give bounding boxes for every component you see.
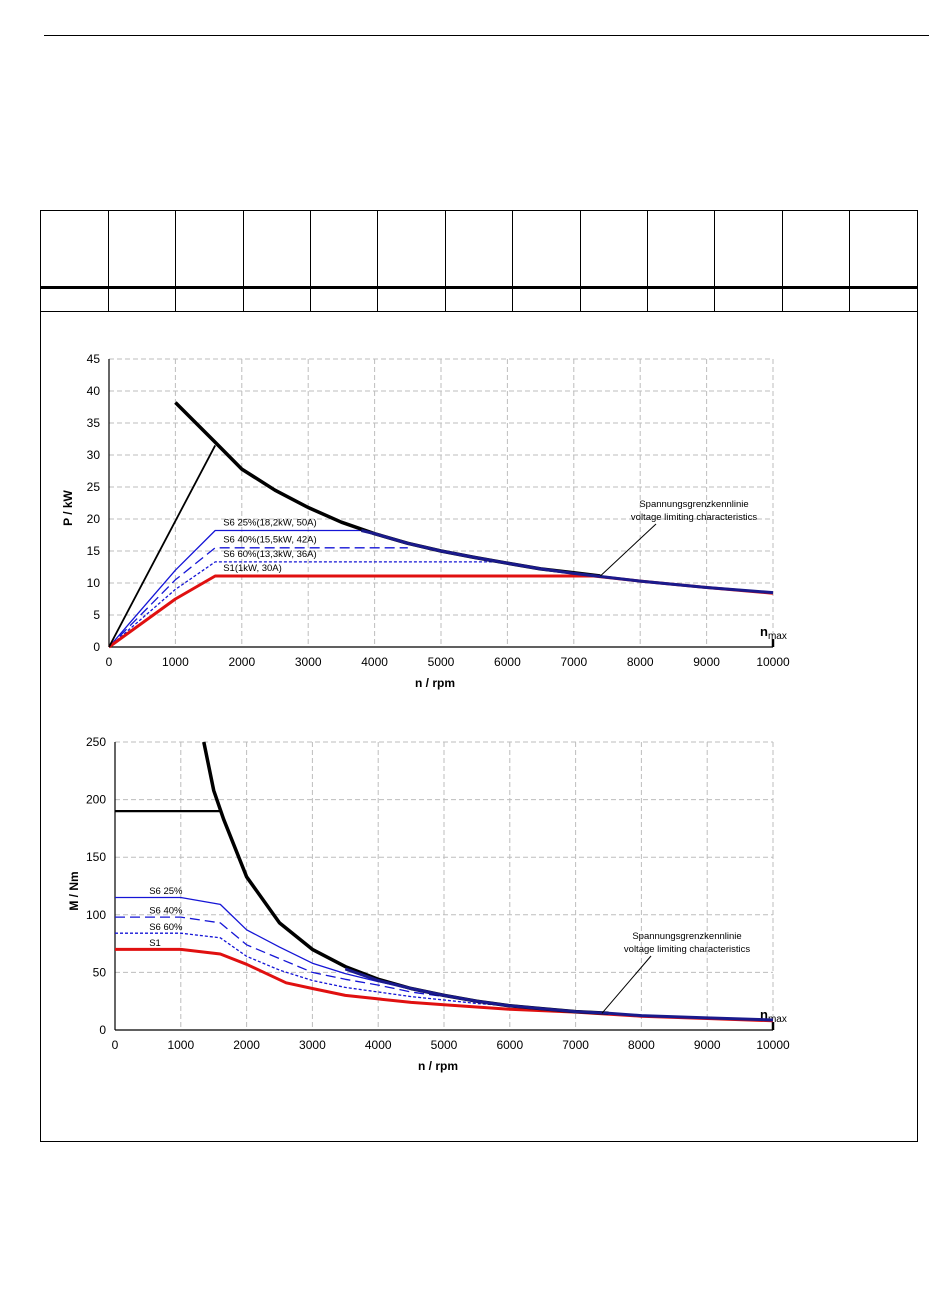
series-label: S6 40%(15,5kW, 42A)	[223, 535, 316, 546]
x-tick-label: 4000	[361, 655, 388, 669]
header-subcell	[714, 287, 783, 312]
header-subcell	[377, 287, 446, 312]
header-subrow	[41, 287, 917, 312]
x-tick-label: 8000	[628, 1038, 655, 1052]
annotation-line-1: Spannungsgrenzkennlinie	[632, 931, 741, 942]
y-tick-label: 0	[93, 640, 100, 654]
x-tick-label: 5000	[431, 1038, 458, 1052]
x-tick-label: 2000	[228, 655, 255, 669]
header-cell	[242, 211, 311, 289]
header-cell	[444, 211, 513, 289]
y-tick-label: 20	[87, 512, 101, 526]
header-cell	[781, 211, 850, 289]
y-axis-label: P / kW	[61, 489, 75, 525]
header-subcell	[242, 287, 311, 312]
x-tick-label: 4000	[365, 1038, 392, 1052]
series-label: S6 25%(18,2kW, 50A)	[223, 517, 316, 528]
x-tick-label: 3000	[299, 1038, 326, 1052]
y-tick-label: 200	[86, 793, 106, 807]
x-tick-label: 5000	[428, 655, 455, 669]
series-label: S1(1kW, 30A)	[223, 563, 282, 574]
series-line	[115, 896, 412, 990]
limit-curve	[360, 529, 774, 595]
top-rule	[44, 35, 929, 36]
y-tick-label: 0	[99, 1023, 106, 1037]
x-tick-label: 1000	[167, 1038, 194, 1052]
x-tick-label: 7000	[562, 1038, 589, 1052]
x-tick-label: 1000	[162, 655, 189, 669]
y-tick-label: 10	[87, 576, 101, 590]
y-tick-label: 15	[87, 544, 101, 558]
series-label: S6 60%	[149, 922, 183, 933]
x-tick-label: 6000	[494, 655, 521, 669]
datasheet-frame	[40, 210, 918, 1142]
series-line	[108, 529, 368, 648]
header-subcell	[107, 287, 176, 312]
header-cell	[309, 211, 378, 289]
annotation-leader	[600, 523, 657, 577]
x-tick-label: 0	[106, 655, 113, 669]
header-subcell	[512, 287, 580, 312]
y-tick-label: 30	[87, 448, 101, 462]
series-label: S6 60%(13,3kW, 36A)	[223, 549, 316, 560]
header-cell	[849, 211, 917, 289]
y-tick-label: 45	[87, 352, 101, 366]
y-tick-label: 35	[87, 416, 101, 430]
header-subcell	[781, 287, 850, 312]
x-tick-label: 7000	[560, 655, 587, 669]
limit-curve	[108, 444, 216, 648]
y-tick-label: 150	[86, 850, 106, 864]
y-tick-label: 40	[87, 384, 101, 398]
y-tick-label: 250	[86, 735, 106, 749]
y-tick-label: 100	[86, 908, 106, 922]
header-subcell	[41, 287, 109, 312]
annotation-line-2: voltage limiting characteristics	[624, 944, 750, 955]
annotation-line-1: Spannungsgrenzkennlinie	[639, 499, 748, 510]
header-row	[41, 211, 917, 289]
header-subcell	[579, 287, 648, 312]
header-subcell	[444, 287, 513, 312]
x-axis-label: n / rpm	[415, 676, 455, 690]
header-subcell	[309, 287, 378, 312]
series-line	[108, 547, 408, 648]
y-tick-label: 25	[87, 480, 101, 494]
series-line	[108, 561, 495, 648]
x-tick-label: 2000	[233, 1038, 260, 1052]
series-label: S1	[149, 938, 161, 949]
annotation-leader	[601, 955, 652, 1014]
x-axis-label: n / rpm	[418, 1059, 458, 1073]
x-tick-label: 0	[112, 1038, 119, 1052]
header-cell	[41, 211, 109, 289]
x-tick-label: 10000	[756, 1038, 790, 1052]
header-cell	[107, 211, 176, 289]
series-label: S6 40%	[149, 906, 183, 917]
header-cell	[512, 211, 580, 289]
header-cell	[175, 211, 244, 289]
y-axis-label: M / Nm	[67, 871, 81, 910]
limit-curve	[344, 967, 774, 1022]
annotation-line-2: voltage limiting characteristics	[631, 512, 757, 523]
x-tick-label: 6000	[496, 1038, 523, 1052]
x-tick-label: 8000	[627, 655, 654, 669]
header-cell	[377, 211, 446, 289]
x-tick-label: 3000	[295, 655, 322, 669]
x-tick-label: 9000	[693, 655, 720, 669]
torque-chart: 0 1000 2000 3000 4000 5000 6000 7000 8000 9000 100…	[67, 735, 790, 1073]
header-cell	[646, 211, 715, 289]
header-cell	[579, 211, 648, 289]
power-chart: 0 1000 2000 3000 4000 5000 6000 7000 8000 9000 100…	[61, 352, 790, 690]
header-subcell	[849, 287, 917, 312]
header-subcell	[646, 287, 715, 312]
series-line	[115, 932, 510, 1007]
header-cell	[714, 211, 783, 289]
y-tick-label: 50	[93, 965, 107, 979]
y-tick-label: 5	[93, 608, 100, 622]
x-tick-label: 9000	[694, 1038, 721, 1052]
x-tick-label: 10000	[756, 655, 790, 669]
header-table	[41, 211, 917, 312]
header-subcell	[175, 287, 244, 312]
series-label: S6 25%	[149, 886, 183, 897]
